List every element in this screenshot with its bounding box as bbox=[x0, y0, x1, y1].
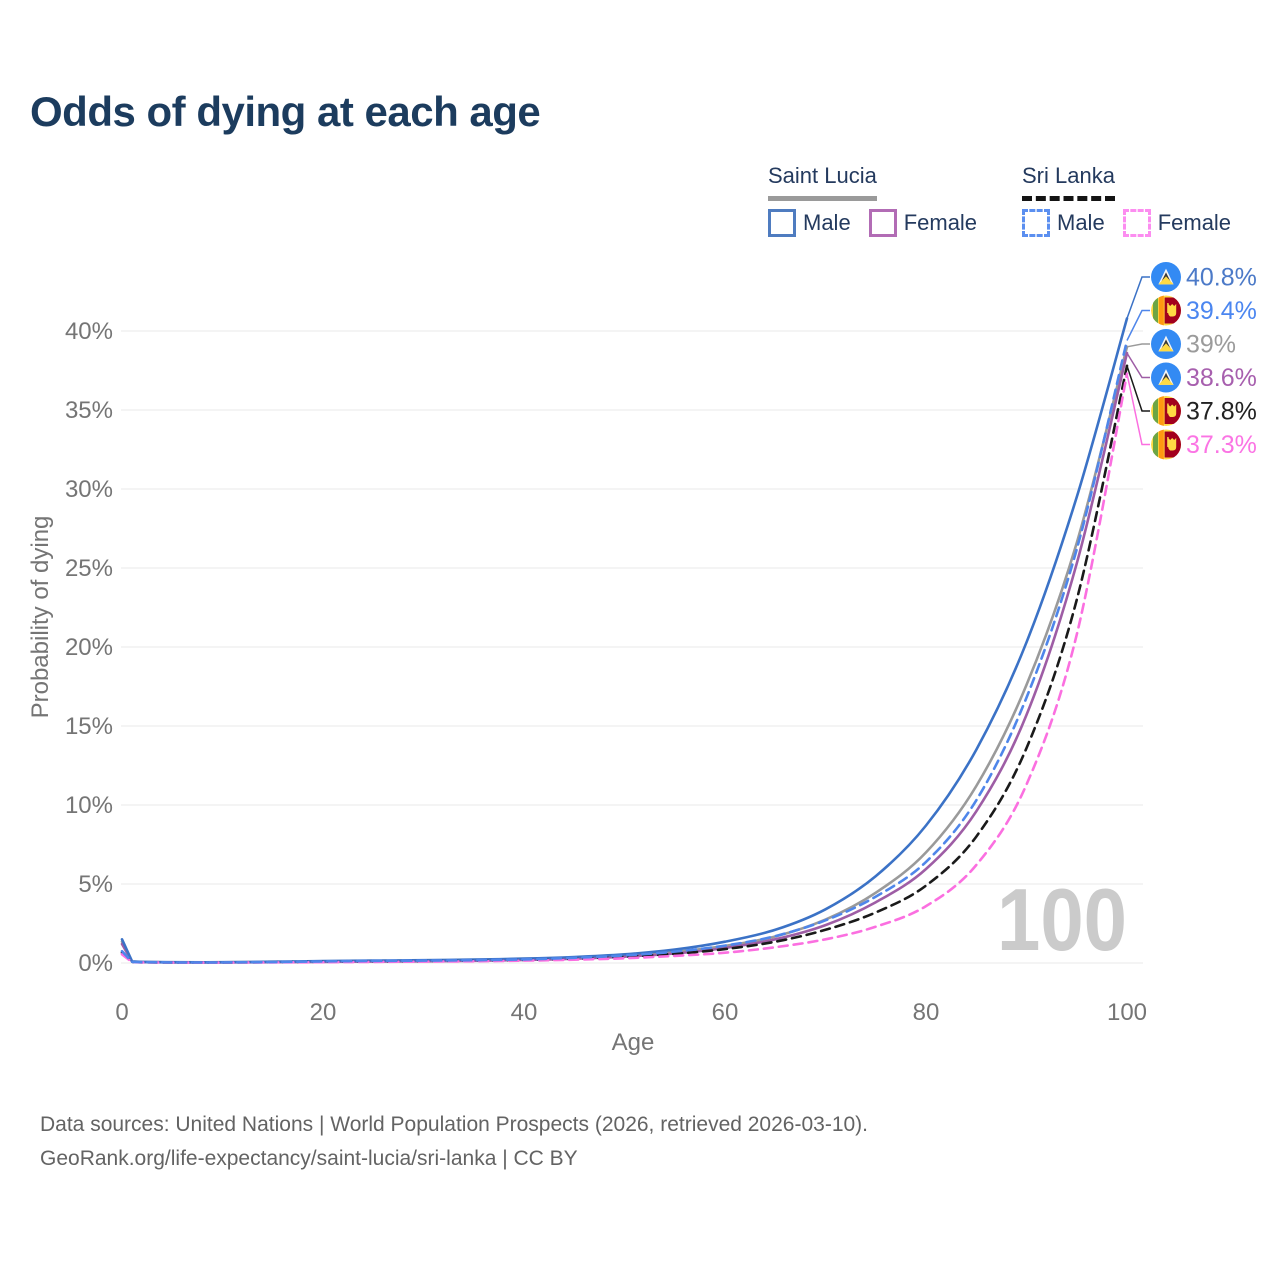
y-axis-title: Probability of dying bbox=[27, 516, 54, 719]
legend-item-sri-lanka-male[interactable]: Male bbox=[1022, 209, 1105, 237]
y-tick-label-30: 30% bbox=[65, 476, 113, 503]
label-leader-line bbox=[1126, 365, 1150, 412]
legend-item-saint-lucia-female[interactable]: Female bbox=[868, 209, 978, 237]
footer-attribution-url: GeoRank.org/life-expectancy/saint-lucia/… bbox=[40, 1147, 578, 1170]
x-tick-label-40: 40 bbox=[511, 999, 538, 1026]
y-tick-label-15: 15% bbox=[65, 713, 113, 740]
label-leader-line bbox=[1126, 309, 1150, 341]
series-line-sri-lanka-female[interactable] bbox=[120, 372, 1129, 964]
label-leader-line bbox=[1126, 352, 1150, 379]
y-tick-label-25: 25% bbox=[65, 555, 113, 582]
legend-label-sri-lanka-female: Female bbox=[1157, 210, 1232, 235]
y-tick-label-40: 40% bbox=[65, 318, 113, 345]
legend-group-sri-lanka: Sri Lanka Male Female bbox=[1022, 163, 1231, 237]
end-value-label-saint-lucia-total: 39% bbox=[1186, 331, 1236, 359]
legend-label-saint-lucia-female: Female bbox=[903, 210, 978, 235]
y-tick-label-35: 35% bbox=[65, 397, 113, 424]
end-value-label-sri-lanka-male: 39.4% bbox=[1186, 297, 1257, 325]
label-leader-line bbox=[1126, 373, 1150, 446]
saint-lucia-flag-icon bbox=[1151, 362, 1181, 393]
label-leader-line bbox=[1126, 343, 1150, 348]
series-line-sri-lanka-total[interactable] bbox=[120, 364, 1129, 964]
legend-items-sri-lanka: Male Female bbox=[1022, 209, 1231, 237]
end-value-label-saint-lucia-male: 40.8% bbox=[1186, 264, 1257, 292]
end-value-label-sri-lanka-total: 37.8% bbox=[1186, 398, 1257, 426]
saint-lucia-flag-icon bbox=[1151, 329, 1181, 359]
x-tick-label-60: 60 bbox=[712, 999, 739, 1026]
male-solid-swatch-icon bbox=[768, 209, 796, 237]
female-dashed-swatch-icon bbox=[1122, 209, 1151, 237]
age-watermark: 100 bbox=[997, 870, 1127, 969]
legend-label-sri-lanka-male: Male bbox=[1057, 210, 1105, 235]
sri-lanka-flag-icon bbox=[1151, 295, 1181, 326]
legend-item-sri-lanka-female[interactable]: Female bbox=[1122, 209, 1232, 237]
legend-group-saint-lucia: Saint Lucia Male Female bbox=[768, 163, 977, 237]
series-line-saint-lucia-total[interactable] bbox=[120, 345, 1129, 964]
legend-item-saint-lucia-male[interactable]: Male bbox=[768, 209, 851, 237]
legend-header-sri-lanka[interactable]: Sri Lanka bbox=[1022, 163, 1115, 201]
legend-items-saint-lucia: Male Female bbox=[768, 209, 977, 237]
footer-data-sources: Data sources: United Nations | World Pop… bbox=[40, 1113, 869, 1136]
footer: Data sources: United Nations | World Pop… bbox=[40, 1108, 868, 1176]
legend-label-saint-lucia-male: Male bbox=[803, 210, 851, 235]
series-line-sri-lanka-male[interactable] bbox=[120, 339, 1129, 964]
sri-lanka-flag-icon bbox=[1151, 429, 1181, 460]
label-leader-line bbox=[1126, 276, 1150, 319]
y-tick-label-0: 0% bbox=[78, 950, 113, 977]
series-line-saint-lucia-female[interactable] bbox=[120, 351, 1129, 964]
x-axis-title: Age bbox=[612, 1029, 655, 1056]
male-dashed-swatch-icon bbox=[1022, 209, 1050, 237]
series-line-saint-lucia-male[interactable] bbox=[120, 317, 1129, 964]
y-tick-label-20: 20% bbox=[65, 634, 113, 661]
end-value-label-sri-lanka-female: 37.3% bbox=[1186, 431, 1257, 459]
y-tick-label-10: 10% bbox=[65, 792, 113, 819]
female-solid-swatch-icon bbox=[868, 209, 897, 237]
legend-header-saint-lucia[interactable]: Saint Lucia bbox=[768, 163, 877, 201]
x-tick-label-80: 80 bbox=[913, 999, 940, 1026]
end-value-label-saint-lucia-female: 38.6% bbox=[1186, 364, 1257, 392]
x-tick-label-100: 100 bbox=[1107, 999, 1147, 1026]
y-tick-label-5: 5% bbox=[78, 871, 113, 898]
x-tick-label-0: 0 bbox=[115, 999, 128, 1026]
x-tick-label-20: 20 bbox=[310, 999, 337, 1026]
sri-lanka-flag-icon bbox=[1151, 396, 1181, 426]
saint-lucia-flag-icon bbox=[1151, 262, 1181, 292]
page-title: Odds of dying at each age bbox=[30, 88, 541, 135]
